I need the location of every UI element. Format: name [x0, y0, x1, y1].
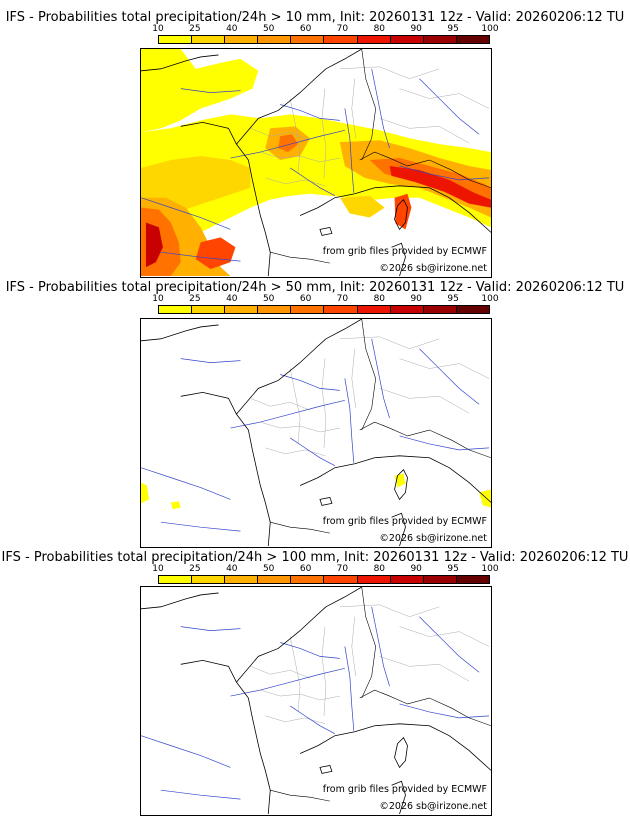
colorbar-tick: 40 — [226, 24, 238, 34]
colorbar-tick: 80 — [373, 294, 386, 304]
colorbar-swatch — [192, 36, 226, 43]
colorbar-swatch — [456, 36, 489, 43]
colorbar-swatch — [423, 36, 457, 43]
colorbar-tick: 50 — [262, 24, 275, 34]
colorbar-swatch — [456, 306, 489, 313]
colorbar-tick: 10 — [152, 24, 164, 34]
colorbar-tick: 40 — [226, 564, 238, 574]
panel-title: IFS - Probabilities total precipitation/… — [5, 280, 625, 295]
colorbar-tick: 10 — [152, 564, 164, 574]
colorbar-tick: 60 — [299, 294, 312, 304]
colorbar-swatch — [258, 306, 292, 313]
colorbar-tick: 60 — [299, 564, 312, 574]
colorbar-swatch — [324, 306, 358, 313]
data-source-credit: from grib files provided by ECMWF — [322, 246, 487, 257]
colorbar-tick: 10 — [152, 294, 164, 304]
colorbar-ticks: 10 25 40 50 60 70 80 90 95 100 — [152, 294, 498, 304]
colorbar-swatch — [159, 36, 193, 43]
colorbar-swatch — [192, 576, 226, 583]
colorbar-tick: 25 — [189, 294, 201, 304]
colorbar-tick: 70 — [336, 24, 349, 34]
map-panel-10mm: IFS - Probabilities total precipitation/… — [0, 10, 630, 280]
copyright-credit: ©2026 sb@irizone.net — [379, 263, 487, 274]
colorbar-swatch — [357, 306, 391, 313]
colorbar-tick: 40 — [226, 294, 238, 304]
colorbar-swatch — [258, 576, 292, 583]
colorbar-swatch — [357, 36, 391, 43]
colorbar-swatch — [225, 36, 259, 43]
colorbar-tick: 95 — [447, 294, 459, 304]
map-canvas — [141, 49, 491, 277]
panel-title: IFS - Probabilities total precipitation/… — [5, 10, 625, 25]
colorbar-tick: 100 — [481, 294, 499, 304]
colorbar-swatch — [291, 306, 325, 313]
colorbar-tick: 50 — [262, 294, 275, 304]
colorbar-swatch — [159, 306, 193, 313]
colorbar-tick: 25 — [189, 564, 201, 574]
colorbar-tick: 100 — [481, 24, 499, 34]
colorbar — [158, 575, 490, 584]
colorbar-tick: 90 — [410, 564, 422, 574]
colorbar-tick: 90 — [410, 294, 422, 304]
colorbar-tick: 25 — [189, 24, 201, 34]
data-source-credit: from grib files provided by ECMWF — [322, 516, 487, 527]
colorbar-swatch — [324, 576, 358, 583]
colorbar-tick: 90 — [410, 24, 422, 34]
map-canvas — [141, 319, 491, 547]
colorbar-swatch — [192, 306, 226, 313]
colorbar-ticks: 10 25 40 50 60 70 80 90 95 100 — [152, 24, 498, 34]
copyright-credit: ©2026 sb@irizone.net — [379, 533, 487, 544]
colorbar-swatch — [390, 36, 424, 43]
colorbar-swatch — [357, 576, 391, 583]
colorbar-swatch — [225, 576, 259, 583]
colorbar — [158, 305, 490, 314]
colorbar-tick: 70 — [336, 294, 349, 304]
colorbar-tick: 80 — [373, 564, 386, 574]
map-frame: from grib files provided by ECMWF ©2026 … — [140, 586, 492, 816]
colorbar-tick: 95 — [447, 24, 459, 34]
colorbar-tick: 50 — [262, 564, 275, 574]
colorbar-swatch — [456, 576, 489, 583]
colorbar-tick: 95 — [447, 564, 459, 574]
colorbar-tick: 70 — [336, 564, 349, 574]
colorbar-swatch — [159, 576, 193, 583]
colorbar-swatch — [291, 576, 325, 583]
colorbar — [158, 35, 490, 44]
map-canvas — [141, 587, 491, 815]
colorbar-tick: 80 — [373, 24, 386, 34]
colorbar-swatch — [258, 36, 292, 43]
map-frame: from grib files provided by ECMWF ©2026 … — [140, 318, 492, 548]
panel-title: IFS - Probabilities total precipitation/… — [1, 550, 629, 565]
colorbar-tick: 100 — [481, 564, 499, 574]
map-panel-50mm: IFS - Probabilities total precipitation/… — [0, 280, 630, 550]
colorbar-tick: 60 — [299, 24, 312, 34]
colorbar-swatch — [225, 306, 259, 313]
map-frame: from grib files provided by ECMWF ©2026 … — [140, 48, 492, 278]
colorbar-swatch — [423, 306, 457, 313]
colorbar-ticks: 10 25 40 50 60 70 80 90 95 100 — [152, 564, 498, 574]
colorbar-swatch — [324, 36, 358, 43]
colorbar-swatch — [390, 306, 424, 313]
copyright-credit: ©2026 sb@irizone.net — [379, 801, 487, 812]
colorbar-swatch — [390, 576, 424, 583]
map-panel-100mm: IFS - Probabilities total precipitation/… — [0, 550, 630, 820]
colorbar-swatch — [423, 576, 457, 583]
data-source-credit: from grib files provided by ECMWF — [322, 784, 487, 795]
colorbar-swatch — [291, 36, 325, 43]
